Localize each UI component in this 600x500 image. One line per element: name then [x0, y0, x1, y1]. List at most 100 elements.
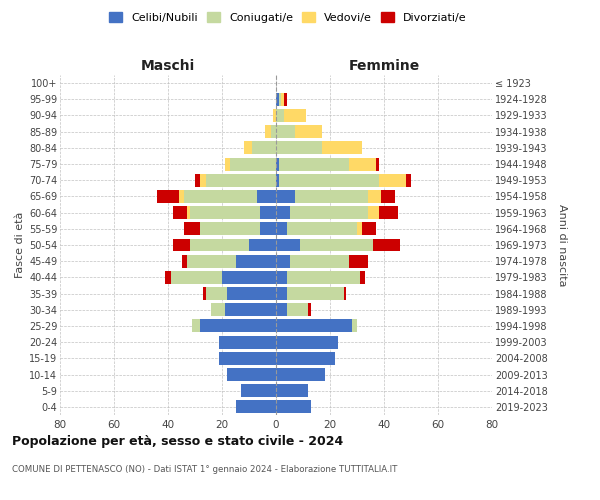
- Bar: [295, 190, 368, 203]
- Bar: [322, 142, 362, 154]
- Bar: [249, 238, 276, 252]
- Y-axis label: Fasce di età: Fasce di età: [14, 212, 25, 278]
- Bar: [276, 206, 290, 219]
- Bar: [287, 287, 343, 300]
- Bar: [184, 190, 257, 203]
- Text: Femmine: Femmine: [349, 58, 419, 72]
- Bar: [184, 222, 200, 235]
- Bar: [157, 190, 179, 203]
- Legend: Celibi/Nubili, Coniugati/e, Vedovi/e, Divorziati/e: Celibi/Nubili, Coniugati/e, Vedovi/e, Di…: [105, 8, 471, 28]
- Bar: [227, 287, 276, 300]
- Bar: [220, 336, 276, 348]
- Bar: [173, 238, 190, 252]
- Bar: [260, 222, 276, 235]
- Bar: [278, 158, 349, 170]
- Bar: [349, 254, 368, 268]
- Bar: [222, 271, 276, 284]
- Bar: [274, 109, 276, 122]
- Bar: [276, 190, 295, 203]
- Y-axis label: Anni di nascita: Anni di nascita: [557, 204, 567, 286]
- Bar: [173, 206, 187, 219]
- Bar: [276, 109, 284, 122]
- Bar: [220, 352, 276, 365]
- Bar: [182, 254, 187, 268]
- Text: Popolazione per età, sesso e stato civile - 2024: Popolazione per età, sesso e stato civil…: [12, 435, 343, 448]
- Bar: [190, 238, 249, 252]
- Bar: [290, 254, 349, 268]
- Bar: [379, 174, 406, 186]
- Bar: [206, 287, 227, 300]
- Bar: [349, 158, 376, 170]
- Bar: [276, 352, 335, 365]
- Bar: [276, 238, 301, 252]
- Bar: [276, 304, 287, 316]
- Bar: [290, 206, 368, 219]
- Bar: [278, 93, 281, 106]
- Bar: [287, 271, 360, 284]
- Bar: [235, 254, 276, 268]
- Bar: [284, 109, 306, 122]
- Bar: [276, 320, 352, 332]
- Bar: [276, 336, 338, 348]
- Bar: [193, 320, 200, 332]
- Text: COMUNE DI PETTENASCO (NO) - Dati ISTAT 1° gennaio 2024 - Elaborazione TUTTITALIA: COMUNE DI PETTENASCO (NO) - Dati ISTAT 1…: [12, 465, 397, 474]
- Bar: [276, 222, 287, 235]
- Bar: [203, 287, 206, 300]
- Bar: [170, 271, 222, 284]
- Bar: [211, 304, 224, 316]
- Bar: [166, 271, 171, 284]
- Bar: [382, 190, 395, 203]
- Bar: [200, 174, 206, 186]
- Bar: [276, 142, 322, 154]
- Bar: [224, 304, 276, 316]
- Bar: [276, 400, 311, 413]
- Bar: [276, 384, 308, 397]
- Bar: [362, 222, 376, 235]
- Bar: [187, 206, 190, 219]
- Bar: [276, 125, 295, 138]
- Bar: [187, 254, 235, 268]
- Bar: [276, 174, 278, 186]
- Bar: [373, 238, 400, 252]
- Bar: [301, 238, 373, 252]
- Bar: [271, 125, 276, 138]
- Bar: [206, 174, 276, 186]
- Bar: [265, 125, 271, 138]
- Bar: [295, 125, 322, 138]
- Bar: [368, 206, 379, 219]
- Bar: [360, 271, 365, 284]
- Bar: [276, 368, 325, 381]
- Bar: [278, 174, 379, 186]
- Bar: [368, 190, 382, 203]
- Bar: [276, 93, 278, 106]
- Bar: [276, 287, 287, 300]
- Bar: [308, 304, 311, 316]
- Bar: [352, 320, 357, 332]
- Bar: [276, 254, 290, 268]
- Bar: [179, 190, 184, 203]
- Bar: [241, 384, 276, 397]
- Bar: [200, 320, 276, 332]
- Bar: [357, 222, 362, 235]
- Bar: [276, 271, 287, 284]
- Bar: [260, 206, 276, 219]
- Bar: [406, 174, 411, 186]
- Bar: [287, 304, 308, 316]
- Bar: [244, 142, 252, 154]
- Bar: [343, 287, 346, 300]
- Bar: [257, 190, 276, 203]
- Bar: [235, 400, 276, 413]
- Bar: [281, 93, 284, 106]
- Bar: [227, 368, 276, 381]
- Bar: [200, 222, 260, 235]
- Text: Maschi: Maschi: [141, 58, 195, 72]
- Bar: [376, 158, 379, 170]
- Bar: [252, 142, 276, 154]
- Bar: [224, 158, 230, 170]
- Bar: [195, 174, 200, 186]
- Bar: [276, 158, 278, 170]
- Bar: [379, 206, 398, 219]
- Bar: [190, 206, 260, 219]
- Bar: [230, 158, 276, 170]
- Bar: [287, 222, 357, 235]
